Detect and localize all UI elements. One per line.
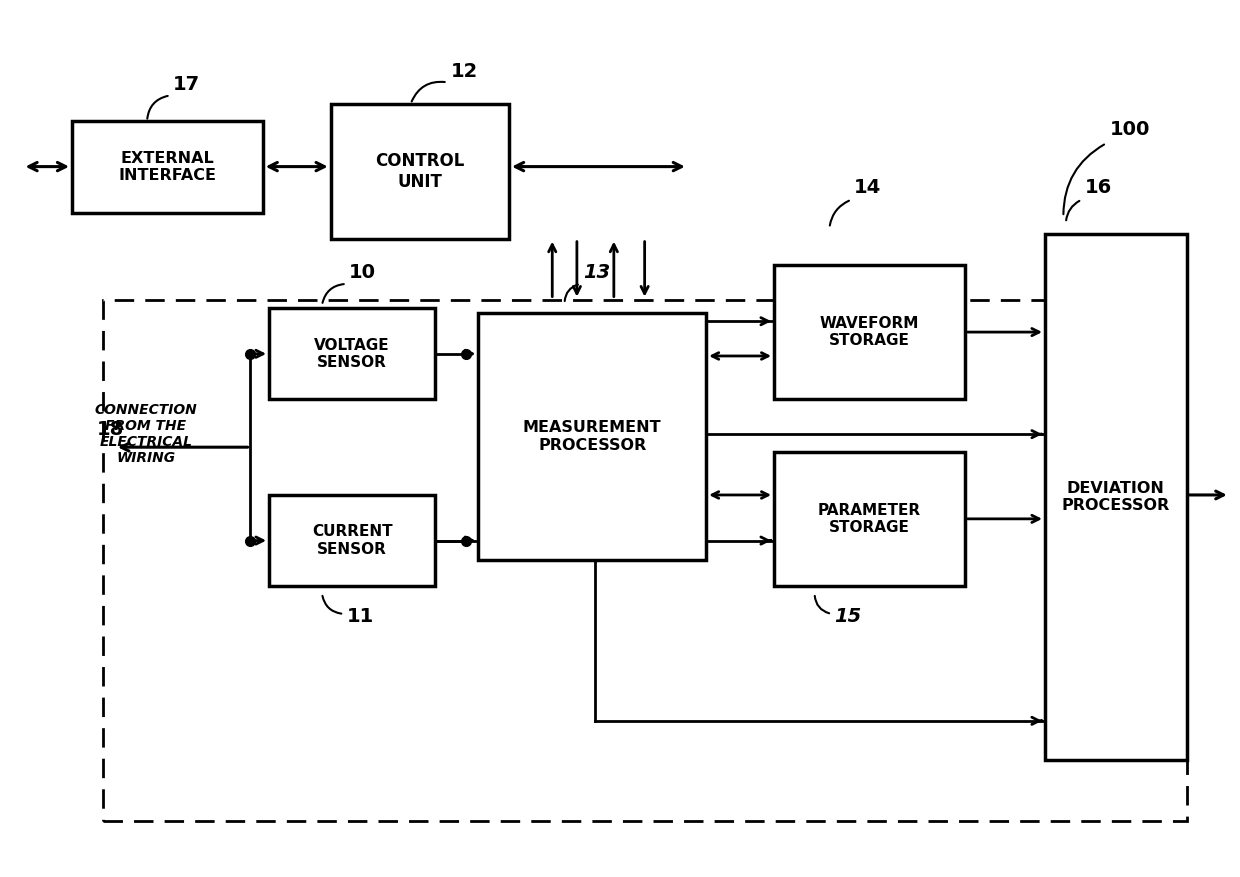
Text: 11: 11 [346, 607, 373, 626]
Text: 14: 14 [854, 178, 882, 197]
Text: 15: 15 [835, 607, 862, 626]
FancyBboxPatch shape [774, 265, 965, 399]
Text: 13: 13 [583, 263, 610, 282]
Text: 10: 10 [348, 263, 376, 282]
FancyBboxPatch shape [72, 121, 263, 212]
FancyBboxPatch shape [479, 312, 707, 560]
FancyBboxPatch shape [269, 308, 435, 399]
Text: DEVIATION
PROCESSOR: DEVIATION PROCESSOR [1061, 481, 1169, 513]
Text: 18: 18 [97, 420, 124, 439]
FancyBboxPatch shape [774, 452, 965, 586]
Text: CONNECTION
FROM THE
ELECTRICAL
WIRING: CONNECTION FROM THE ELECTRICAL WIRING [94, 403, 197, 466]
FancyBboxPatch shape [1045, 234, 1187, 759]
Text: 100: 100 [1110, 120, 1151, 139]
Text: 17: 17 [172, 75, 200, 94]
FancyBboxPatch shape [331, 104, 510, 239]
Text: CONTROL
UNIT: CONTROL UNIT [376, 152, 465, 191]
Text: CURRENT
SENSOR: CURRENT SENSOR [311, 524, 392, 557]
Text: PARAMETER
STORAGE: PARAMETER STORAGE [818, 503, 921, 535]
Text: 12: 12 [451, 61, 479, 81]
FancyBboxPatch shape [269, 495, 435, 586]
Text: 16: 16 [1084, 178, 1111, 197]
Text: EXTERNAL
INTERFACE: EXTERNAL INTERFACE [118, 151, 216, 183]
Text: MEASUREMENT
PROCESSOR: MEASUREMENT PROCESSOR [523, 420, 662, 453]
Text: VOLTAGE
SENSOR: VOLTAGE SENSOR [314, 338, 389, 370]
Text: WAVEFORM
STORAGE: WAVEFORM STORAGE [820, 316, 919, 348]
